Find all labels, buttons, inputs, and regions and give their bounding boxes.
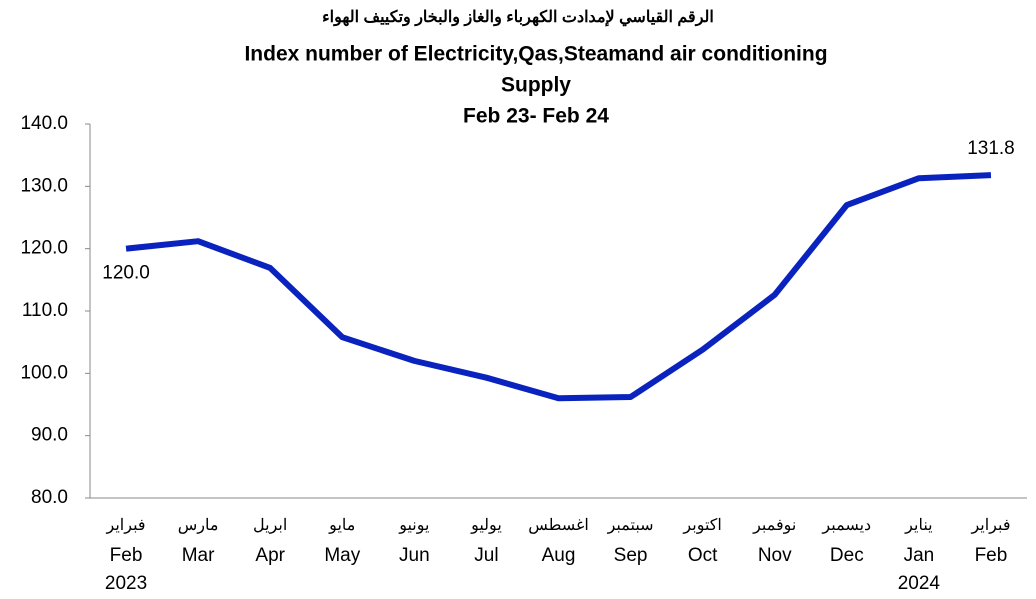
x-tick-label: Mar [182,545,215,566]
x-tick-label-arabic: نوفمبر [752,517,796,534]
x-tick-year: 2024 [898,573,941,594]
x-tick-label-arabic: ابريل [253,517,287,534]
x-tick-label-arabic: فبراير [970,517,1010,534]
x-tick-label: Oct [688,545,718,566]
data-label: 120.0 [102,263,150,284]
x-tick-label: Feb [975,545,1008,566]
x-tick-label: Sep [614,545,648,566]
y-tick-label: 90.0 [31,425,68,446]
x-tick-label-arabic: مارس [178,517,219,534]
chart-title-arabic: الرقم القياسي لإمدادت الكهرباء والغاز وا… [322,9,714,27]
x-tick-label: Jul [474,545,498,566]
chart-title: Supply [501,74,571,97]
x-tick-label-arabic: ديسمبر [821,517,871,534]
x-tick-label-arabic: سبتمبر [607,517,654,534]
x-tick-label: Apr [255,545,285,566]
y-tick-label: 80.0 [31,487,68,508]
y-tick-label: 140.0 [20,113,68,134]
data-label: 131.8 [967,138,1015,159]
x-tick-label: May [324,545,360,566]
x-tick-label-arabic: يناير [904,517,932,534]
x-tick-label-arabic: يونيو [398,517,429,534]
y-tick-label: 130.0 [20,175,68,196]
line [125,172,992,402]
x-tick-label: Aug [542,545,576,566]
y-tick-label: 120.0 [20,238,68,259]
y-tick-label: 100.0 [20,362,68,383]
chart-title: Index number of Electricity,Qas,Steamand… [244,43,827,66]
x-tick-label-arabic: فبراير [106,517,146,534]
chart-title: Feb 23- Feb 24 [463,105,609,128]
x-tick-label: Jun [399,545,430,566]
x-tick-year: 2023 [105,573,147,594]
x-tick-label-arabic: مايو [328,517,355,534]
x-tick-label-arabic: يوليو [470,517,502,534]
x-tick-label-arabic: اكتوبر [682,517,721,534]
x-tick-label: Dec [830,545,864,566]
y-tick-label: 110.0 [22,300,68,321]
x-tick-label: Nov [758,545,792,566]
x-tick-label: Jan [904,545,935,566]
x-tick-label: Feb [110,545,143,566]
x-tick-label-arabic: اغسطس [528,517,589,534]
